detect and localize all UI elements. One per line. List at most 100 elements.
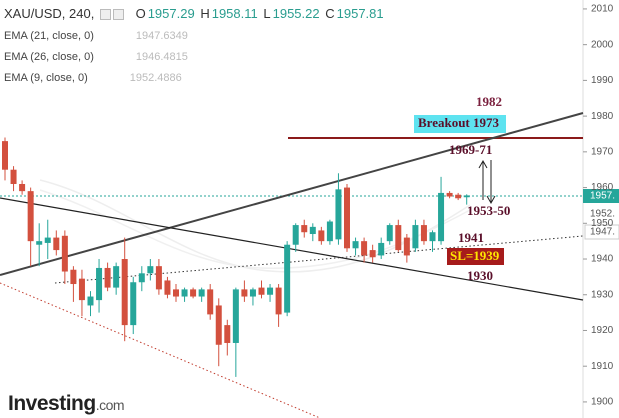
candle-body xyxy=(36,241,43,245)
candle-body xyxy=(181,289,188,297)
trend-line xyxy=(0,197,584,301)
indicator: EMA (9, close, 0) 1952.4886 xyxy=(4,72,184,84)
y-tick-label: 1980 xyxy=(591,111,614,122)
candle-body xyxy=(44,237,51,243)
price-label-box xyxy=(584,224,619,240)
logo-text: Investing xyxy=(8,392,96,415)
candle-body xyxy=(412,225,419,249)
y-tick-label: 2000 xyxy=(591,39,614,50)
indicator-label: EMA (21, close, 0) xyxy=(4,30,94,42)
indicator: EMA (21, close, 0) 1947.6349 xyxy=(4,30,190,42)
candle-body xyxy=(53,237,60,251)
ohlc-value: 1957.81 xyxy=(336,6,384,21)
indicator-value: 1946.4815 xyxy=(135,51,188,63)
candle-body xyxy=(78,278,85,301)
candle-body xyxy=(352,241,359,249)
candle-body xyxy=(241,289,248,297)
candle-body xyxy=(27,191,34,242)
candle-body xyxy=(70,269,77,285)
y-tick-label: 1990 xyxy=(591,75,614,86)
candle-body xyxy=(455,194,462,199)
y-tick-label: 1920 xyxy=(591,325,614,336)
candle-body xyxy=(198,289,205,297)
price-label-box xyxy=(583,189,619,203)
candles xyxy=(2,137,470,377)
candle-body xyxy=(395,225,402,251)
candle-body xyxy=(378,242,385,256)
y-tick-label: 1930 xyxy=(591,289,614,300)
y-tick-label: 2010 xyxy=(591,4,614,15)
candle-body xyxy=(403,237,410,256)
candle-body xyxy=(420,225,427,242)
candle-body xyxy=(155,266,162,290)
candle-body xyxy=(10,169,17,184)
annotation-box xyxy=(414,115,506,133)
indicator: EMA (26, close, 0) 1946.4815 xyxy=(4,51,190,63)
candle-body xyxy=(207,289,214,315)
header: XAU/USD, 240, O 1957.29 H 1958.11 L 1955.22… xyxy=(4,6,386,21)
candle-body xyxy=(386,225,393,242)
y-tick-label: 1940 xyxy=(591,254,614,265)
annotation: 1930 xyxy=(467,268,493,283)
indicator-label: EMA (26, close, 0) xyxy=(4,51,94,63)
price-label: 1947. xyxy=(590,227,615,238)
ema-line xyxy=(39,189,471,270)
candle-body xyxy=(301,225,308,233)
candle-body xyxy=(138,273,145,283)
candle-body xyxy=(164,280,171,295)
candle-body xyxy=(446,192,453,197)
y-tick-label: 1970 xyxy=(591,146,614,157)
candle-body xyxy=(173,289,179,297)
candle-body xyxy=(438,192,445,242)
ohlc-label: H xyxy=(200,6,210,21)
candle-body xyxy=(113,266,120,288)
candle-body xyxy=(292,225,299,245)
price-label: 1957. xyxy=(590,191,615,202)
candle-body xyxy=(215,305,222,345)
y-tick-label: 1960 xyxy=(591,182,614,193)
price-label: 1952. xyxy=(590,209,615,220)
ohlc-label: C xyxy=(325,6,335,21)
candle-body xyxy=(318,230,325,242)
ohlc-value: 1958.11 xyxy=(211,6,258,21)
logo[interactable]: Investing.com xyxy=(8,392,125,416)
candle-body xyxy=(267,287,274,295)
channel-line xyxy=(0,282,321,418)
icons[interactable] xyxy=(99,6,130,21)
arrow xyxy=(486,160,496,205)
ohlc-value: 1957.29 xyxy=(147,6,195,21)
candle-body xyxy=(190,289,197,297)
annotation: 1982 xyxy=(476,94,502,109)
symbol: XAU/USD, 240, xyxy=(4,6,95,21)
candle-body xyxy=(284,244,291,313)
annotation: 1941 xyxy=(458,230,484,245)
candle-body xyxy=(335,189,342,240)
annotation: 1969-71 xyxy=(449,142,492,157)
candle-body xyxy=(309,226,316,235)
indicator-label: EMA (9, close, 0) xyxy=(4,72,88,84)
ohlc-value: 1955.22 xyxy=(272,6,320,21)
annotation-box xyxy=(447,248,504,265)
candle-body xyxy=(249,289,256,297)
annotation: SL=1939 xyxy=(450,248,500,263)
annotation: Breakout 1973 xyxy=(418,115,500,130)
indicator-value: 1947.6349 xyxy=(135,30,188,42)
candle-body xyxy=(121,259,128,326)
candle-body xyxy=(429,232,436,242)
arrow xyxy=(478,159,488,200)
candle-body xyxy=(61,235,68,272)
candle-body xyxy=(258,287,265,295)
logo-suffix: .com xyxy=(95,397,125,413)
annotation: 1953-50 xyxy=(467,203,510,218)
candle-body xyxy=(275,287,282,315)
candle-body xyxy=(19,183,26,192)
candle-body xyxy=(96,267,103,301)
candle-body xyxy=(326,221,333,242)
indicator-value: 1952.4886 xyxy=(129,72,182,84)
candle-body xyxy=(104,267,111,288)
candle-body xyxy=(369,250,376,258)
ema-line xyxy=(39,179,471,273)
y-tick-label: 1910 xyxy=(591,361,614,372)
